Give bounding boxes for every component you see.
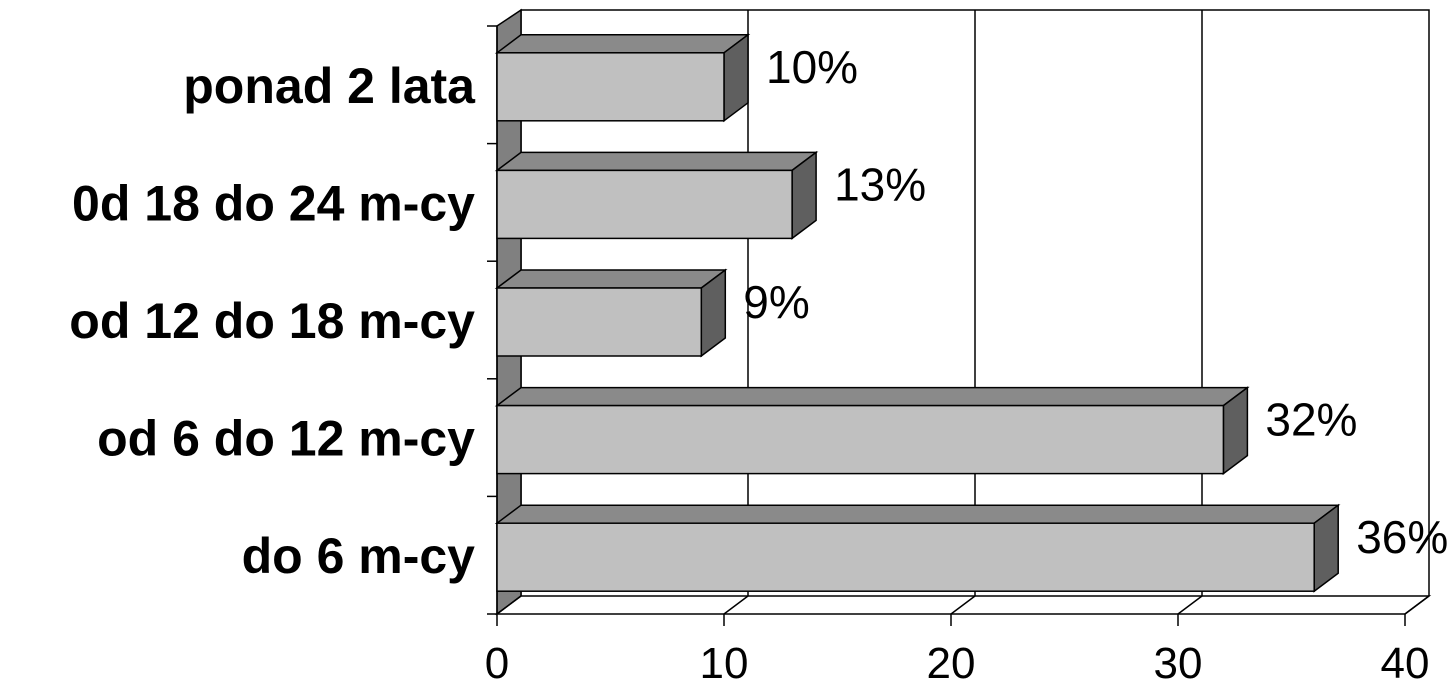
- x-tick-label: 30: [1154, 639, 1203, 681]
- category-label: 0d 18 do 24 m-cy: [72, 175, 475, 231]
- x-tick-label: 20: [927, 639, 976, 681]
- gridlines: [487, 10, 1430, 626]
- category-label: do 6 m-cy: [242, 528, 476, 584]
- bars: [494, 33, 1341, 593]
- data-label: 36%: [1356, 511, 1448, 563]
- bar-top: [494, 151, 819, 172]
- data-label: 13%: [834, 158, 926, 210]
- bar-group: [494, 503, 1341, 593]
- data-labels: 10% 13% 9% 32% 36%: [743, 41, 1448, 563]
- floor-gridline: [723, 595, 749, 615]
- bar: [496, 287, 703, 357]
- bar: [496, 404, 1225, 475]
- x-tick-label: 0: [485, 639, 509, 681]
- category-label: od 6 do 12 m-cy: [97, 411, 475, 467]
- bar: [496, 169, 793, 240]
- bar-group: [494, 386, 1250, 476]
- bar-top: [494, 386, 1250, 407]
- floor-gridline: [1177, 595, 1203, 615]
- floor-gridline: [496, 595, 522, 615]
- floor-gridline: [1404, 595, 1430, 615]
- bar-top: [494, 269, 728, 289]
- data-label: 10%: [766, 41, 858, 93]
- x-axis-ticks: 0 10 20 30 40: [485, 639, 1430, 681]
- bar-top: [494, 34, 751, 54]
- bar-group: [494, 150, 819, 240]
- category-labels: ponad 2 lata 0d 18 do 24 m-cy od 12 do 18 …: [69, 58, 476, 584]
- bar-group: [494, 33, 751, 123]
- bar-top: [494, 504, 1341, 524]
- floor-gridline: [950, 595, 976, 615]
- bar: [496, 52, 725, 122]
- x-tick-label: 40: [1381, 639, 1430, 681]
- category-label: od 12 do 18 m-cy: [69, 293, 475, 349]
- x-tick-label: 10: [700, 639, 749, 681]
- bar: [496, 522, 1315, 592]
- data-label: 9%: [743, 276, 809, 328]
- data-label: 32%: [1265, 394, 1357, 446]
- category-label: ponad 2 lata: [183, 58, 476, 114]
- bar-group: [494, 268, 728, 358]
